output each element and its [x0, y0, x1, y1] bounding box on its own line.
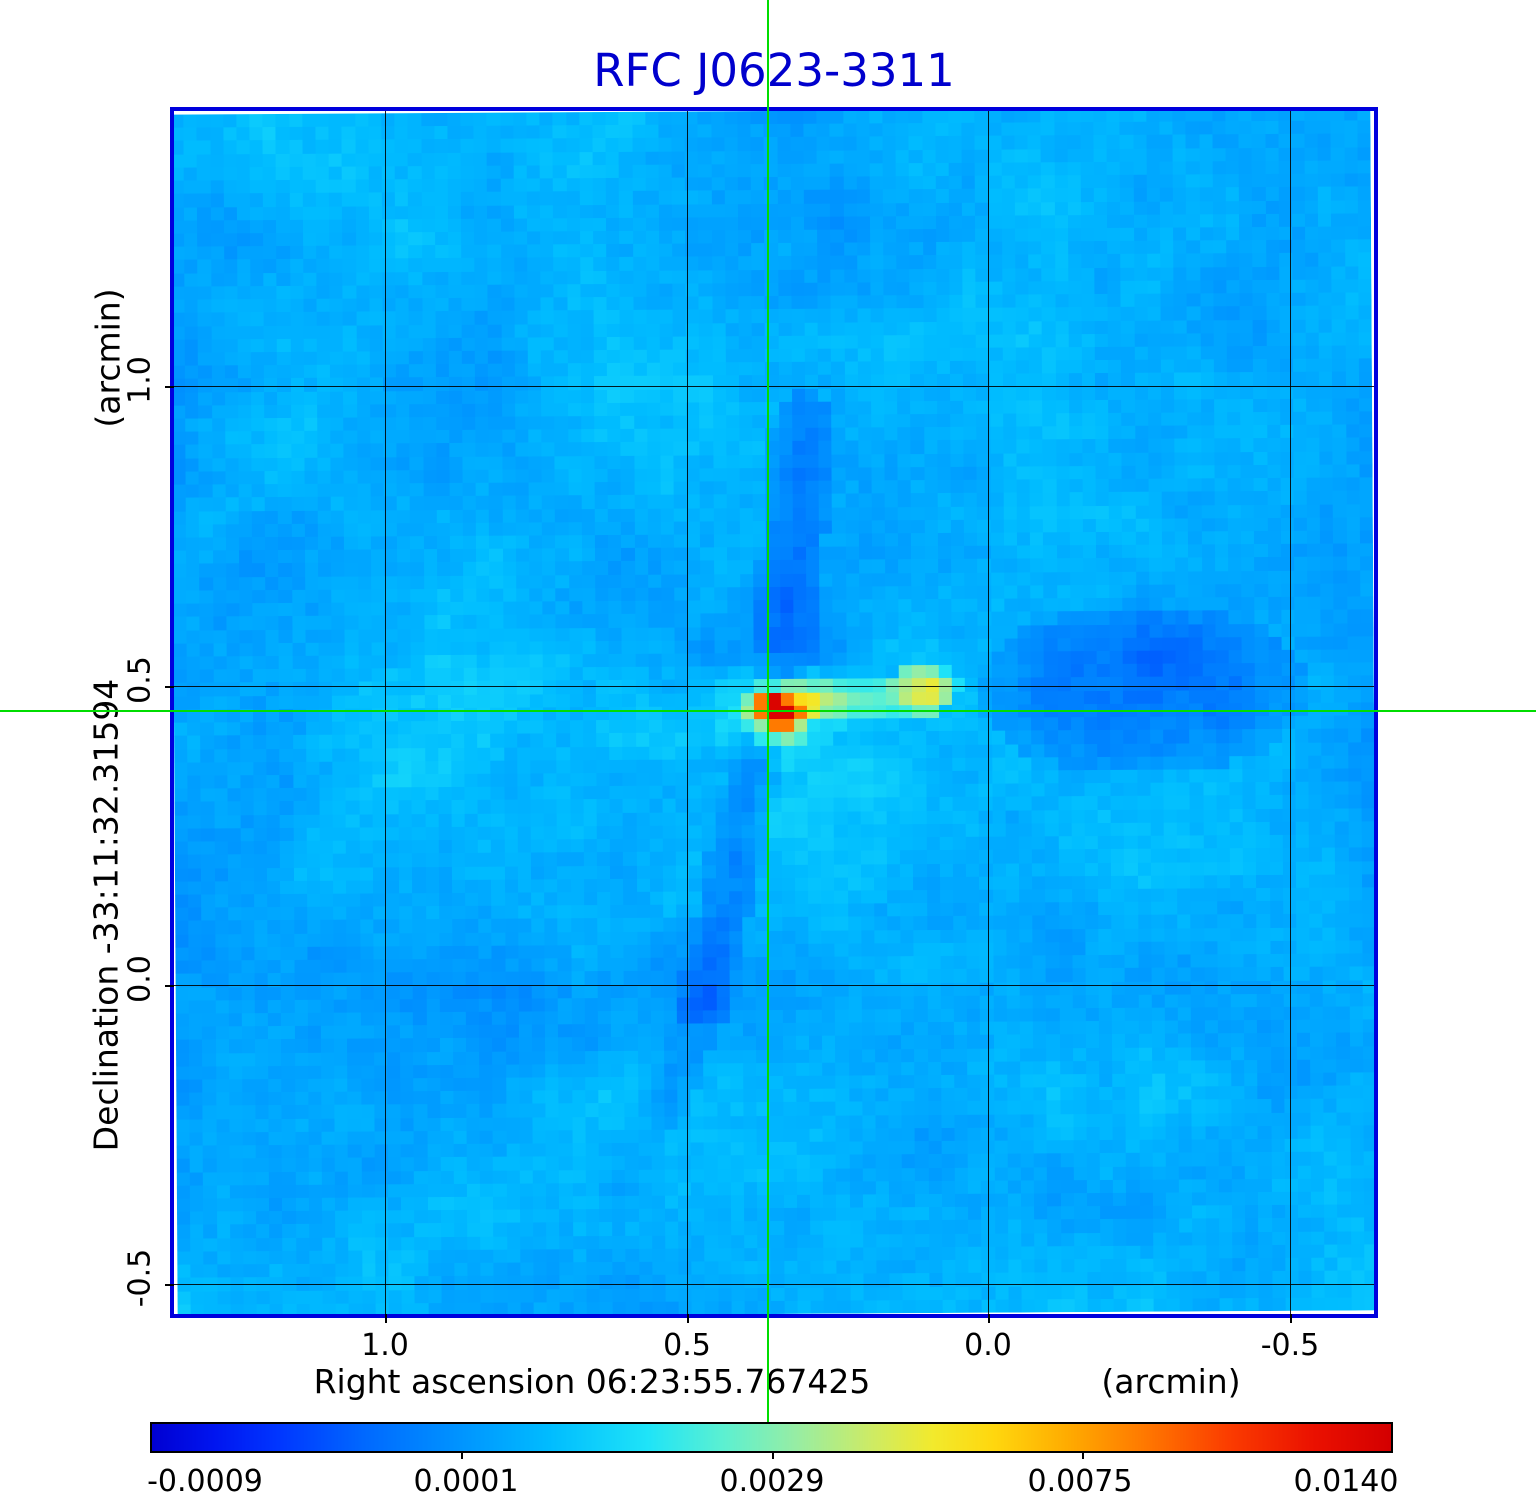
- colorbar-tick-label: 0.0140: [1293, 1464, 1399, 1499]
- colorbar-tick: [461, 1451, 463, 1459]
- axis-tick-mark: [165, 386, 174, 388]
- axis-tick-mark: [165, 686, 174, 688]
- x-tick-label: 1.0: [361, 1328, 409, 1363]
- gridline-horizontal: [174, 386, 1374, 387]
- y-axis-unit-label: (arcmin): [88, 288, 128, 428]
- x-axis-title: Right ascension 06:23:55.767425: [313, 1362, 871, 1401]
- axis-tick-mark: [988, 1314, 990, 1323]
- gridline-vertical: [988, 111, 989, 1314]
- sky-map-canvas: [174, 111, 1374, 1314]
- y-axis-title: Declination -33:11:32.31594: [86, 678, 126, 1152]
- colorbar-tick: [772, 1451, 774, 1459]
- x-tick-label: 0.0: [964, 1328, 1012, 1363]
- colorbar-tick-label: 0.0001: [413, 1464, 519, 1499]
- gridline-vertical: [385, 111, 386, 1314]
- x-axis-unit-label: (arcmin): [1101, 1362, 1241, 1401]
- axis-tick-mark: [165, 1284, 174, 1286]
- x-tick-label: -0.5: [1260, 1328, 1320, 1363]
- x-tick-label: 0.5: [663, 1328, 711, 1363]
- colorbar-tick-label: 0.0075: [1027, 1464, 1133, 1499]
- colorbar-tick-label: -0.0009: [147, 1464, 263, 1499]
- y-tick-label: 0.5: [122, 656, 158, 704]
- crosshair-horizontal-line: [0, 710, 1536, 712]
- axis-tick-mark: [687, 1314, 689, 1323]
- y-tick-label: 0.0: [122, 955, 158, 1003]
- colorbar-tick: [1082, 1451, 1084, 1459]
- axis-tick-mark: [165, 985, 174, 987]
- axis-tick-mark: [1290, 1314, 1292, 1323]
- y-tick-label: -0.5: [122, 1248, 158, 1308]
- colorbar-gradient: [152, 1424, 1391, 1451]
- sky-map: [170, 107, 1378, 1318]
- axis-tick-mark: [385, 1314, 387, 1323]
- colorbar: [150, 1422, 1393, 1453]
- gridline-horizontal: [174, 985, 1374, 986]
- colorbar-tick-label: 0.0029: [719, 1464, 825, 1499]
- y-tick-label: 1.0: [122, 356, 158, 404]
- gridline-vertical: [687, 111, 688, 1314]
- gridline-vertical: [1290, 111, 1291, 1314]
- gridline-horizontal: [174, 686, 1374, 687]
- figure-title: RFC J0623-3311: [593, 44, 955, 97]
- gridline-horizontal: [174, 1284, 1374, 1285]
